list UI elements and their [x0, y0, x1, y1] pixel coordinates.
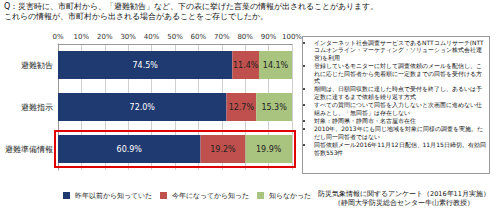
- svg-text:60%: 60%: [191, 33, 207, 41]
- html-text:回答依頼メール2016年11月12日配信、11月15日締切。: 回答依頼メール2016年11月12日配信、11月15日締切。有効回答数553件: [314, 141, 486, 156]
- svg-text:50%: 50%: [167, 33, 183, 41]
- html-text:防災気象情報に関するアンケート（2016年11月実施）: 防災気象情報に関するアンケート（2016年11月実施）: [318, 190, 490, 198]
- html-text:インターネット社会調査サービスであるNTTコムリサーチ(NT: インターネット社会調査サービスであるNTTコムリサーチ(NTTコムオンライン・マ…: [314, 39, 484, 61]
- svg-text:避難勧告: 避難勧告: [21, 61, 53, 70]
- svg-text:0%: 0%: [52, 33, 63, 41]
- html-text:これらの情報が、市町村から出される場合があることをご存じでし: これらの情報が、市町村から出される場合があることをご存じでしたか。: [4, 12, 268, 21]
- svg-text:知らなかった: 知らなかった: [269, 192, 311, 200]
- svg-text:15.3%: 15.3%: [261, 103, 287, 112]
- svg-text:昨年以前から知っていた: 昨年以前から知っていた: [75, 192, 152, 200]
- svg-text:90%: 90%: [261, 33, 277, 41]
- svg-text:80%: 80%: [237, 33, 253, 41]
- svg-text:74.5%: 74.5%: [132, 61, 158, 70]
- svg-text:70%: 70%: [214, 33, 230, 41]
- svg-text:19.9%: 19.9%: [256, 145, 282, 154]
- svg-text:避難準備情報: 避難準備情報: [5, 145, 53, 154]
- html-text:（静岡大学防災総合センター牛山素行教授）: （静岡大学防災総合センター牛山素行教授）: [334, 198, 474, 207]
- svg-text:30%: 30%: [120, 33, 136, 41]
- html-text:Q：災害時に、市町村から、「避難勧告」など、下の表に挙げた言: Q：災害時に、市町村から、「避難勧告」など、下の表に挙げた言葉の情報が出されるこ…: [4, 2, 379, 11]
- svg-text:19.2%: 19.2%: [210, 145, 236, 154]
- html-text:対象：静岡県・静岡市・名古屋市在住: 対象：静岡県・静岡市・名古屋市在住: [314, 117, 416, 125]
- svg-text:60.9%: 60.9%: [117, 145, 143, 154]
- svg-text:14.1%: 14.1%: [263, 61, 289, 70]
- svg-text:12.7%: 12.7%: [229, 103, 255, 112]
- html-text:すべての質問について回答を入力しないと次画面に進めない仕組み: すべての質問について回答を入力しないと次画面に進めない仕組みとし、「無回答」は存…: [314, 101, 482, 116]
- svg-text:今年になってから知った: 今年になってから知った: [172, 192, 249, 200]
- svg-text:避難指示: 避難指示: [21, 103, 53, 112]
- svg-text:40%: 40%: [144, 33, 160, 41]
- html-text:登録しているモニターに対して調査依頼のメールを配信し、これに: 登録しているモニターに対して調査依頼のメールを配信し、これに応じた回答者から先着…: [314, 62, 482, 84]
- svg-text:11.4%: 11.4%: [233, 61, 259, 70]
- svg-text:20%: 20%: [97, 33, 113, 41]
- svg-text:100%: 100%: [282, 33, 302, 41]
- svg-text:10%: 10%: [74, 33, 90, 41]
- svg-text:72.0%: 72.0%: [130, 103, 156, 112]
- html-text:2010年、2013年にも同じ地域を対象に同様の調査を実施。: 2010年、2013年にも同じ地域を対象に同様の調査を実施。ただし同一回答者では…: [314, 125, 483, 140]
- html-text:期間は、日額回収数に達した時点で受付を終了し、あるいは予定数: 期間は、日額回収数に達した時点で受付を終了し、あるいは予定数に達するまで依頼を繰…: [314, 85, 482, 100]
